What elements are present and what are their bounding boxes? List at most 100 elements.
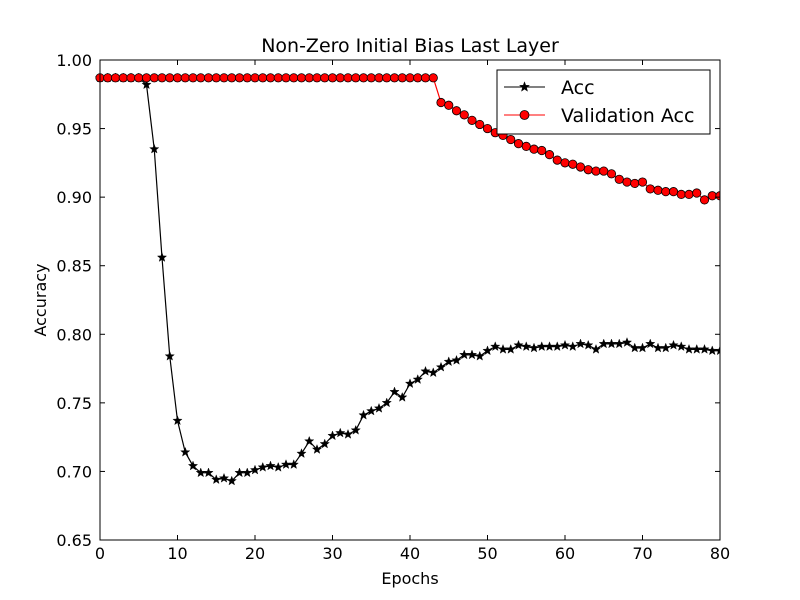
data-point-validation-acc (599, 166, 609, 176)
data-point-validation-acc (358, 73, 369, 83)
data-point-validation-acc (413, 73, 423, 83)
data-point-validation-acc (591, 166, 601, 176)
data-point-validation-acc (366, 73, 376, 83)
data-point-validation-acc (661, 187, 671, 197)
data-point-validation-acc (110, 73, 121, 83)
data-point-acc (249, 464, 261, 475)
data-point-validation-acc (203, 73, 214, 83)
data-point-acc (652, 342, 664, 353)
data-point-acc (536, 341, 547, 351)
data-point-acc (412, 374, 423, 384)
data-point-acc (451, 354, 462, 365)
data-point-validation-acc (227, 73, 237, 83)
data-point-acc (156, 252, 168, 262)
data-point-acc (311, 444, 323, 454)
data-point-acc (304, 435, 315, 446)
data-point-validation-acc (467, 115, 477, 125)
x-tick-label: 20 (245, 544, 265, 563)
data-point-validation-acc (273, 73, 283, 83)
data-point-validation-acc (583, 165, 593, 175)
y-tick-label: 0.75 (56, 394, 92, 413)
x-tick-label: 50 (477, 544, 497, 563)
data-point-acc (466, 349, 478, 360)
data-point-acc (714, 345, 720, 356)
data-point-validation-acc (234, 73, 245, 83)
data-point-acc (660, 342, 671, 353)
legend: Acc Validation Acc (496, 69, 711, 135)
data-point-acc (203, 467, 214, 478)
data-point-acc (707, 345, 718, 356)
data-point-validation-acc (196, 73, 206, 83)
x-tick-label: 40 (400, 544, 420, 563)
data-point-validation-acc (420, 73, 431, 83)
data-point-validation-acc (312, 73, 322, 83)
data-point-validation-acc (459, 110, 469, 120)
y-tick-label: 0.95 (56, 120, 92, 139)
data-point-validation-acc (141, 73, 152, 83)
data-point-validation-acc (219, 73, 229, 83)
legend-label-validation-acc: Validation Acc (561, 105, 694, 127)
data-point-acc (420, 365, 431, 376)
data-point-acc (521, 341, 532, 351)
series-layer (94, 72, 720, 486)
data-point-validation-acc (684, 189, 694, 199)
data-point-validation-acc (506, 134, 516, 145)
data-point-acc (528, 342, 540, 353)
data-point-acc (428, 367, 439, 378)
data-point-acc (218, 472, 230, 483)
data-point-acc (490, 341, 501, 351)
data-point-validation-acc (575, 162, 586, 172)
data-point-validation-acc (165, 73, 175, 83)
y-tick-label: 0.65 (56, 531, 92, 550)
x-tick-label: 70 (632, 544, 652, 563)
data-point-validation-acc (118, 73, 128, 83)
legend-label-acc: Acc (561, 77, 595, 99)
data-point-validation-acc (351, 73, 361, 83)
y-tick-label: 0.90 (56, 188, 92, 207)
ticks-layer: 0 10 20 30 40 50 60 70 80 0.65 0.70 0.75 0.80 0.85 0.9… (56, 51, 730, 563)
data-point-acc (180, 446, 191, 457)
data-point-validation-acc (335, 73, 345, 83)
data-point-validation-acc (668, 187, 679, 197)
data-point-acc (389, 386, 400, 397)
data-point-acc (443, 356, 454, 367)
data-point-acc (327, 430, 338, 441)
data-point-validation-acc (637, 177, 648, 187)
data-point-acc (319, 438, 330, 449)
data-point-acc (606, 338, 617, 349)
data-point-acc (614, 338, 625, 349)
data-point-validation-acc (653, 185, 663, 195)
data-point-acc (691, 343, 702, 354)
data-point-validation-acc (289, 73, 299, 83)
data-point-acc (342, 429, 354, 439)
legend-star-marker (519, 81, 530, 92)
data-point-validation-acc (513, 139, 524, 149)
data-point-acc (172, 415, 183, 426)
data-point-validation-acc (320, 73, 330, 83)
data-point-validation-acc (521, 141, 531, 151)
y-tick-label: 0.70 (56, 462, 92, 481)
data-point-validation-acc (327, 73, 338, 83)
data-point-validation-acc (157, 73, 167, 83)
data-point-validation-acc (692, 188, 702, 198)
data-point-validation-acc (149, 73, 159, 83)
data-point-acc (335, 427, 346, 438)
data-point-validation-acc (250, 73, 260, 83)
data-point-validation-acc (482, 123, 493, 134)
data-point-validation-acc (242, 73, 252, 83)
data-point-validation-acc (436, 97, 446, 108)
data-point-acc (141, 79, 152, 90)
data-point-validation-acc (126, 73, 136, 83)
data-point-acc (497, 343, 509, 354)
data-point-acc (164, 350, 175, 361)
data-point-validation-acc (560, 158, 570, 168)
data-point-acc (381, 397, 392, 408)
data-point-acc (435, 361, 447, 372)
legend-box (496, 69, 711, 135)
x-tick-label: 30 (322, 544, 342, 563)
data-point-acc (505, 343, 516, 354)
data-point-acc (149, 143, 160, 154)
data-point-acc (242, 467, 253, 478)
y-tick-label: 0.85 (56, 257, 92, 276)
data-point-acc (366, 405, 377, 416)
